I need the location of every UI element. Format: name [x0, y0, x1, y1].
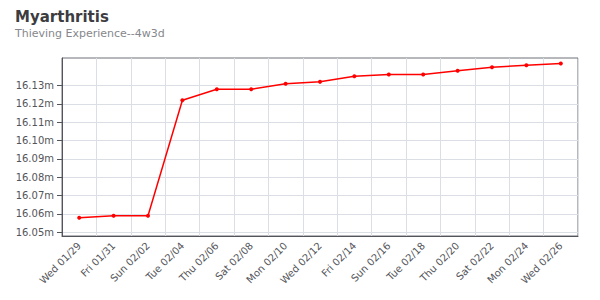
svg-text:16.11m: 16.11m	[16, 117, 54, 128]
svg-text:16.06m: 16.06m	[16, 208, 54, 219]
svg-text:Tue 02/04: Tue 02/04	[143, 240, 187, 283]
svg-text:Sat 02/22: Sat 02/22	[453, 240, 496, 283]
svg-text:Fri 02/14: Fri 02/14	[319, 240, 359, 279]
svg-text:Thu 02/06: Thu 02/06	[176, 240, 220, 284]
svg-text:16.12m: 16.12m	[16, 98, 54, 109]
svg-text:Mon 02/10: Mon 02/10	[244, 240, 290, 286]
svg-text:16.09m: 16.09m	[16, 153, 54, 164]
svg-text:Sun 02/16: Sun 02/16	[348, 240, 393, 284]
svg-text:Myarthritis: Myarthritis	[15, 8, 109, 26]
svg-text:16.13m: 16.13m	[16, 80, 54, 91]
svg-text:Mon 02/24: Mon 02/24	[485, 240, 531, 286]
svg-text:Thu 02/20: Thu 02/20	[417, 240, 461, 284]
svg-text:Fri 01/31: Fri 01/31	[78, 240, 118, 279]
svg-text:Thieving Experience--4w3d: Thieving Experience--4w3d	[14, 27, 165, 40]
svg-text:16.05m: 16.05m	[16, 227, 54, 238]
svg-text:16.08m: 16.08m	[16, 172, 54, 183]
svg-text:Wed 02/26: Wed 02/26	[519, 240, 565, 286]
svg-text:16.10m: 16.10m	[16, 135, 54, 146]
svg-text:Wed 02/12: Wed 02/12	[278, 240, 324, 286]
svg-text:Sun 02/02: Sun 02/02	[108, 240, 152, 284]
svg-text:Tue 02/18: Tue 02/18	[384, 240, 428, 283]
svg-text:Sat 02/08: Sat 02/08	[213, 240, 256, 283]
svg-text:Wed 01/29: Wed 01/29	[37, 240, 83, 286]
svg-text:16.07m: 16.07m	[16, 190, 54, 201]
